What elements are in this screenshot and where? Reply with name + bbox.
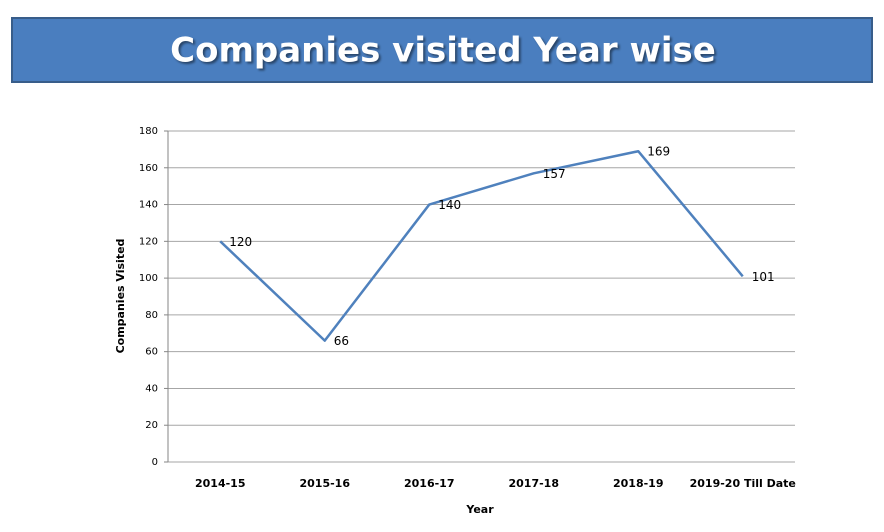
plot: 0 20 40 60 80 100 120 140 160 180 2014-15 2015-16 20… <box>139 126 796 490</box>
title-banner <box>11 17 873 83</box>
x-axis-title: Year <box>465 503 494 516</box>
x-tick-label: 2019-20 Till Date <box>690 477 796 490</box>
x-tick-label: 2014-15 <box>195 477 246 490</box>
x-tick-label: 2018-19 <box>613 477 664 490</box>
y-tick-label: 100 <box>139 273 158 284</box>
y-tick-label: 180 <box>139 126 158 137</box>
y-tick-label: 140 <box>139 200 158 211</box>
data-line <box>219 149 744 342</box>
data-label: 120 <box>229 235 252 249</box>
y-tick-label: 80 <box>145 310 158 321</box>
data-label: 169 <box>647 145 670 159</box>
data-label: 66 <box>334 334 349 348</box>
x-tick-label: 2015-16 <box>300 477 351 490</box>
y-tick-label: 60 <box>145 347 158 358</box>
y-tick-label: 40 <box>145 383 158 394</box>
data-label: 101 <box>752 270 775 284</box>
data-label: 140 <box>438 198 461 212</box>
data-label: 157 <box>543 167 566 181</box>
y-axis-title: Companies Visited <box>114 239 127 354</box>
y-tick-label: 20 <box>145 420 158 431</box>
y-tick-label: 120 <box>139 236 158 247</box>
chart-title: Companies visited Year wise <box>170 31 716 71</box>
x-tick-label: 2016-17 <box>404 477 455 490</box>
x-tick-label: 2017-18 <box>509 477 560 490</box>
y-tick-label: 0 <box>152 457 158 468</box>
y-tick-label: 160 <box>139 163 158 174</box>
